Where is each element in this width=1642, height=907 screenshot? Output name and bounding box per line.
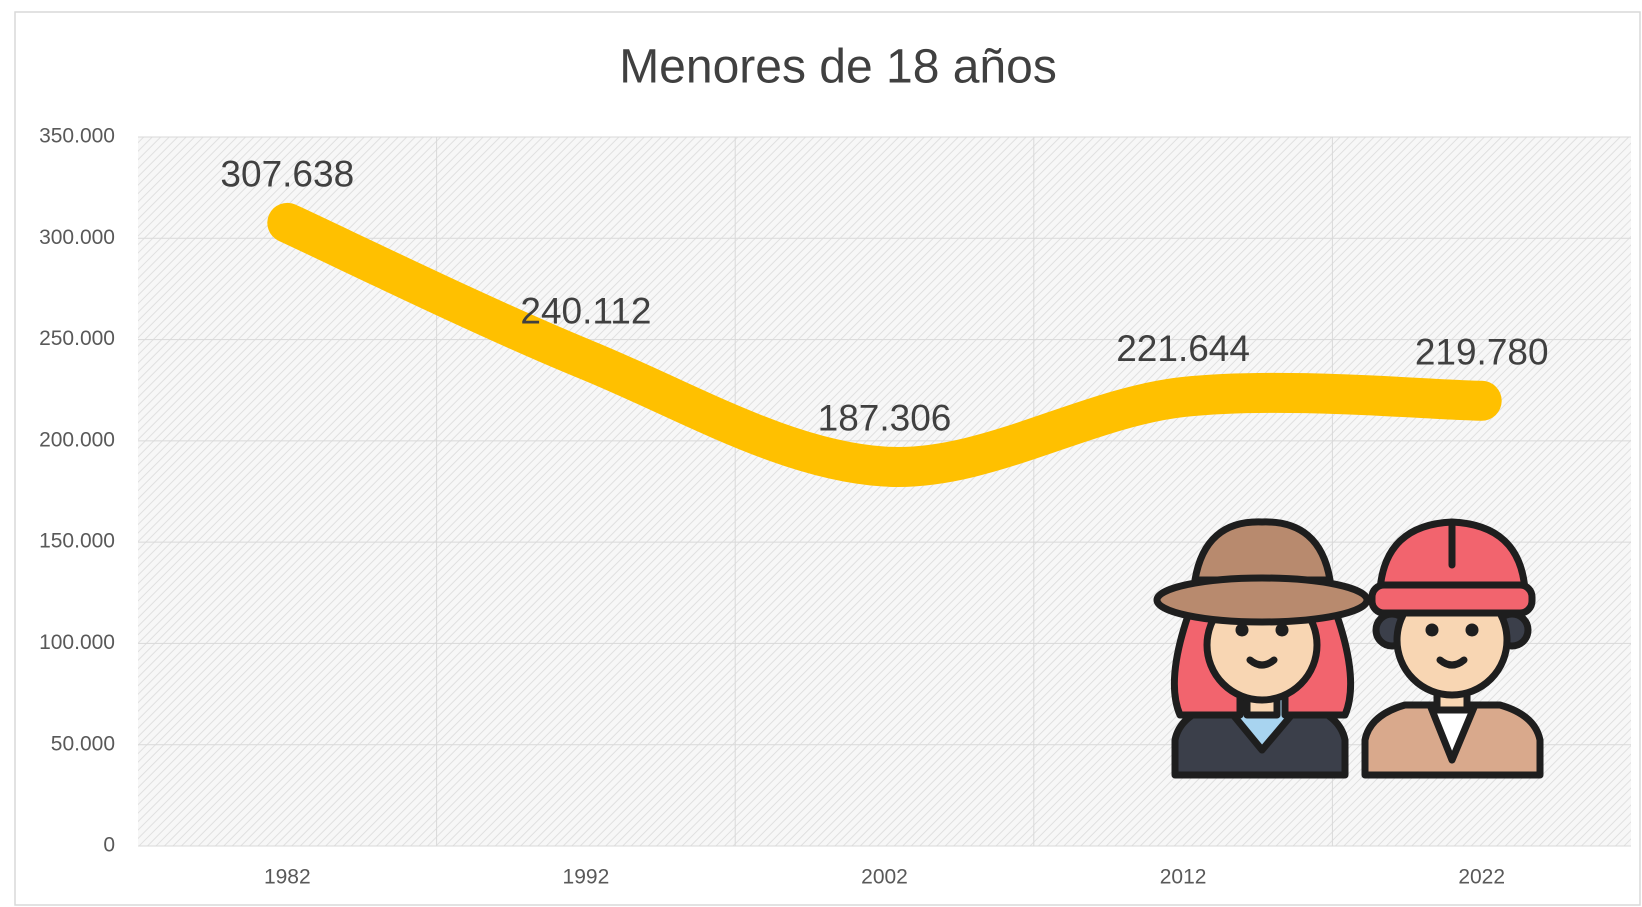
chart-title: Menores de 18 años xyxy=(619,41,1057,94)
data-label: 219.780 xyxy=(1415,332,1549,373)
x-tick-label: 2012 xyxy=(1160,866,1207,889)
y-tick-label: 200.000 xyxy=(39,428,115,451)
y-tick-label: 50.000 xyxy=(51,732,115,755)
line xyxy=(267,202,1502,487)
y-tick-label: 150.000 xyxy=(39,530,115,553)
x-tick-label: 2002 xyxy=(861,866,908,889)
data-label: 187.306 xyxy=(818,397,952,438)
x-tick-label: 1982 xyxy=(264,866,311,889)
y-tick-label: 300.000 xyxy=(39,226,115,249)
kids-illustration xyxy=(1153,518,1544,779)
data-label: 307.638 xyxy=(220,154,354,195)
y-tick-label: 350.000 xyxy=(39,125,115,148)
y-tick-label: 100.000 xyxy=(39,631,115,654)
y-tick-label: 0 xyxy=(103,834,115,857)
y-tick-label: 250.000 xyxy=(39,327,115,350)
data-label: 221.644 xyxy=(1116,328,1250,369)
x-tick-label: 1992 xyxy=(563,866,610,889)
data-label: 240.112 xyxy=(520,290,651,331)
x-tick-label: 2022 xyxy=(1458,866,1505,889)
